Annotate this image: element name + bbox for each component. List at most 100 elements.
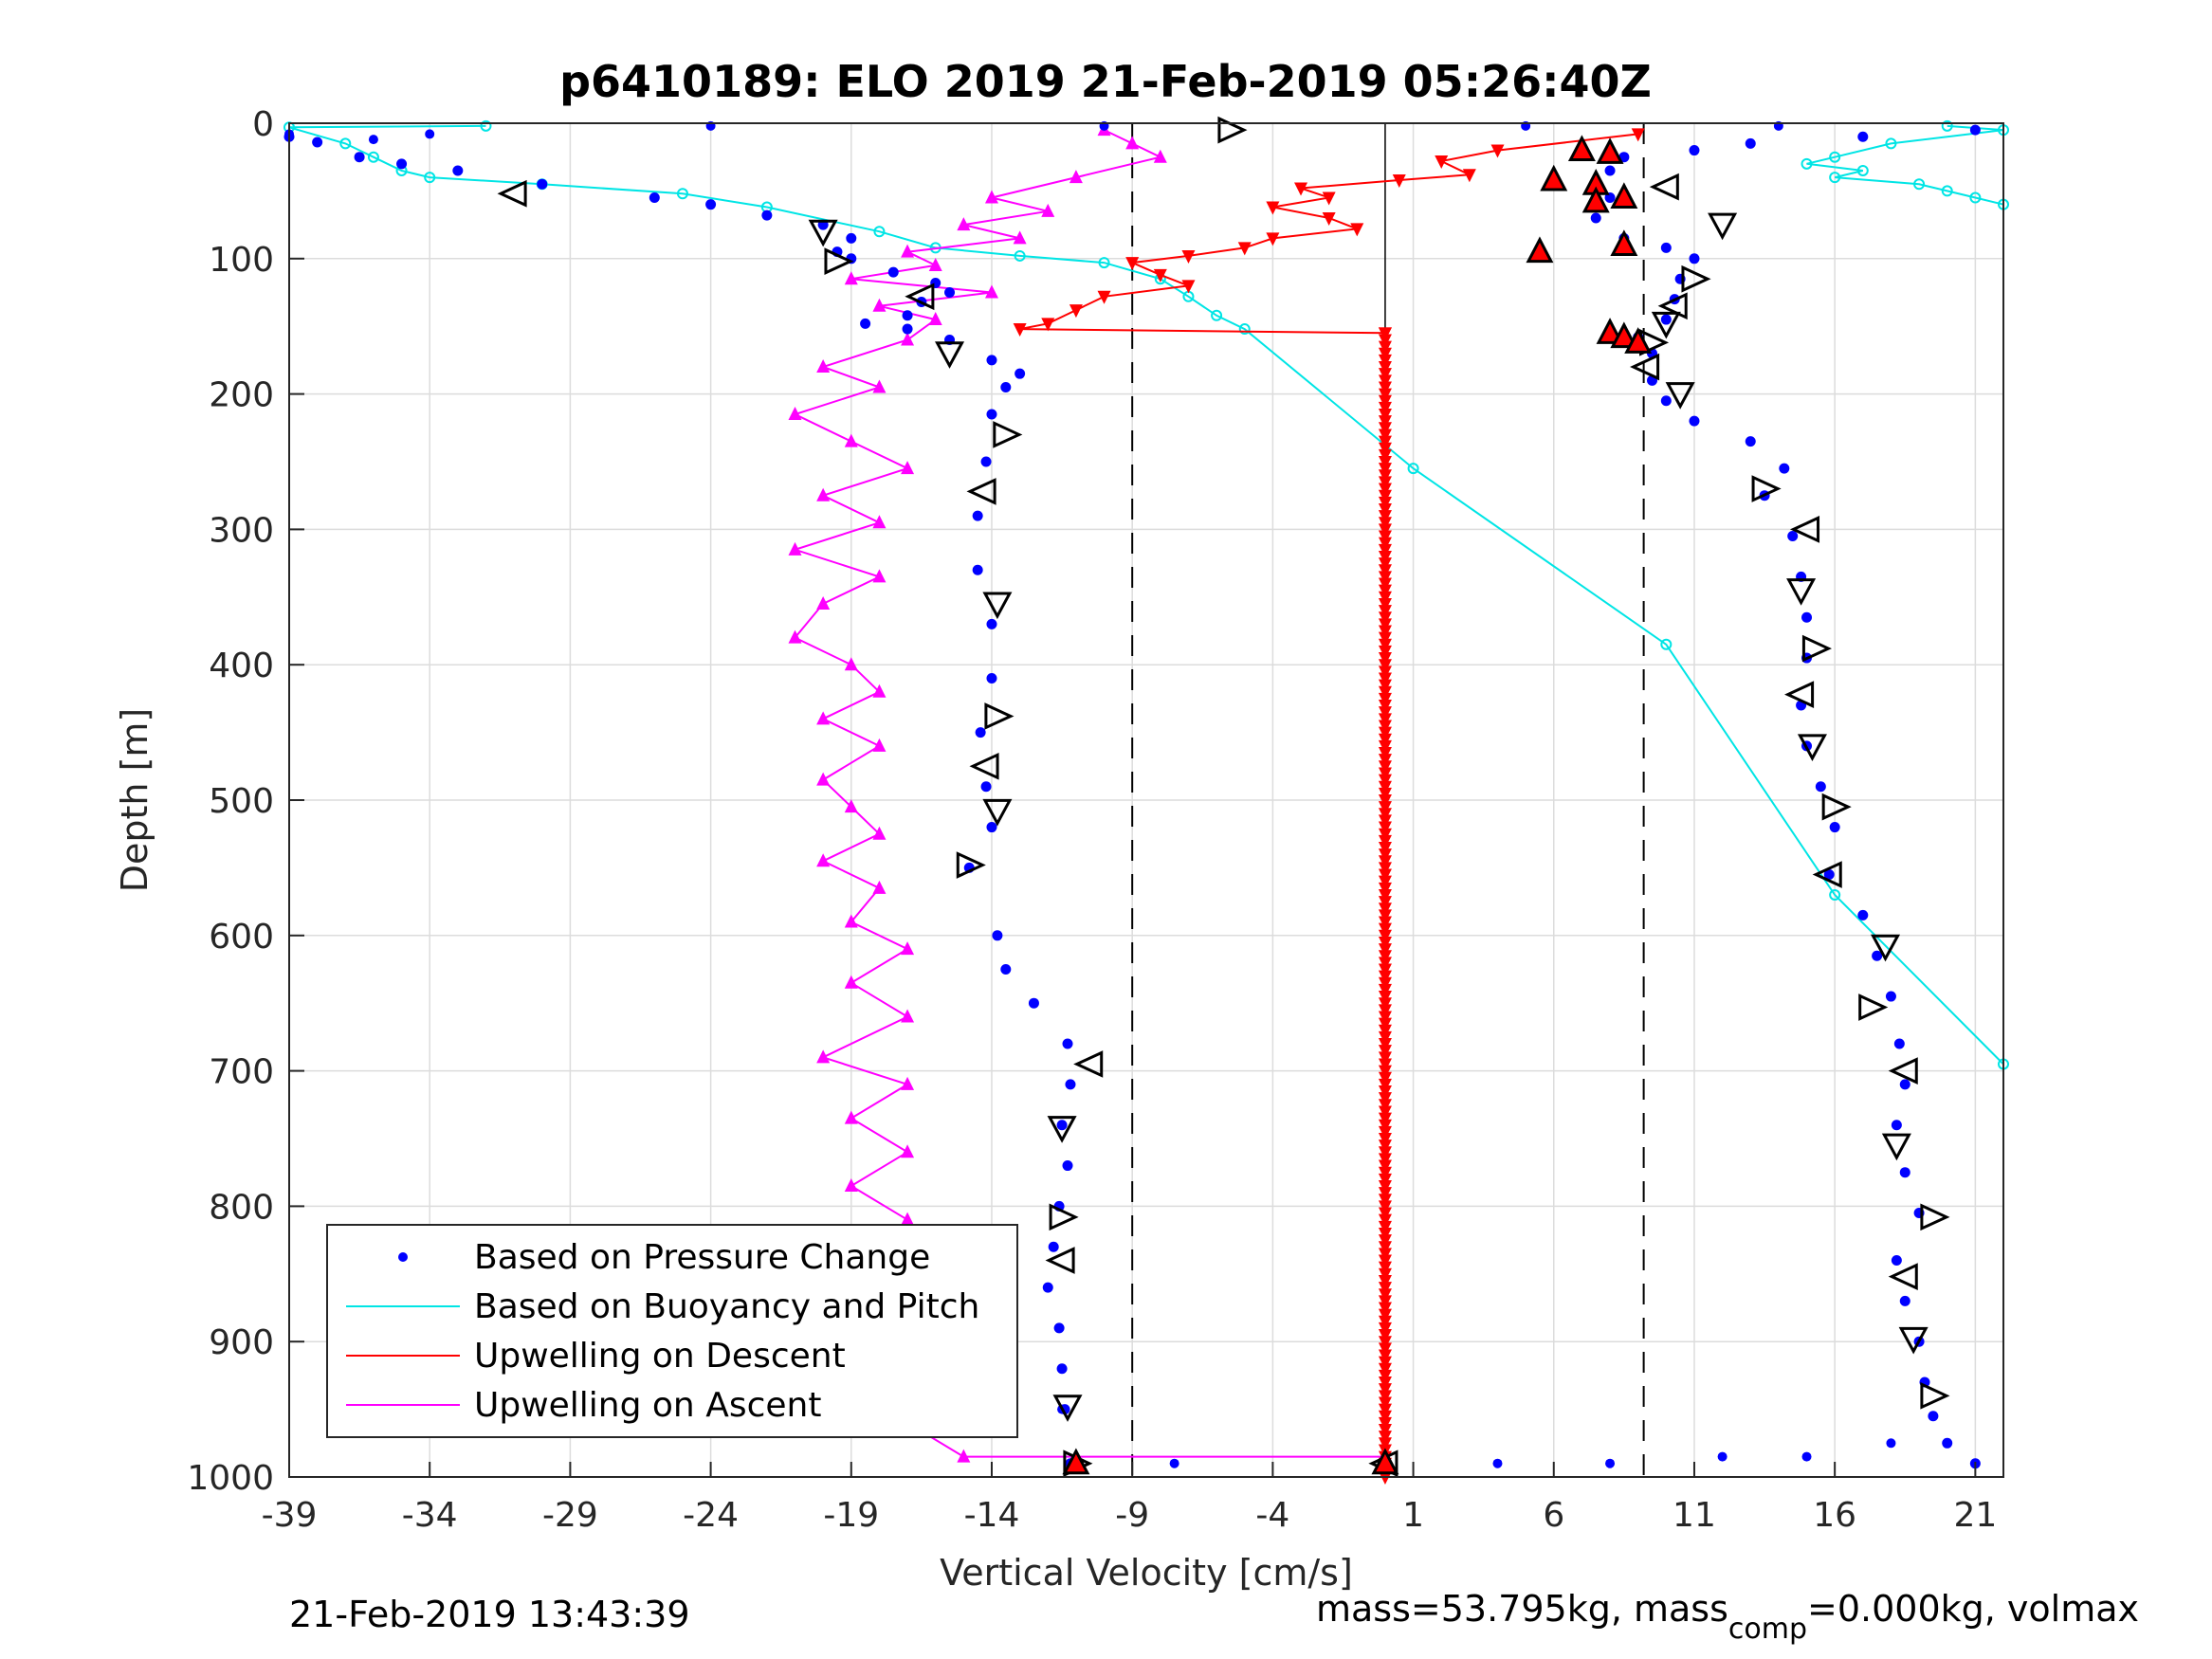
- pitch-marker: [984, 702, 1015, 730]
- pressure-point: [1942, 1437, 1953, 1449]
- legend-entry-label: Upwelling on Descent: [474, 1337, 846, 1376]
- pressure-point: [986, 355, 997, 366]
- upwelling-descent-point: [1378, 1159, 1392, 1174]
- x-tick-label: -9: [1115, 1496, 1149, 1535]
- legend-entry-label: Based on Pressure Change: [474, 1238, 930, 1277]
- upwelling-descent-point: [1378, 754, 1392, 768]
- pressure-point: [986, 822, 997, 833]
- upwelling-ascent-point: [984, 284, 998, 299]
- pitch-marker: [1651, 311, 1681, 339]
- upwelling-descent-line: [1019, 133, 1638, 1477]
- pitch-marker: [1047, 1116, 1077, 1143]
- pitch-marker: [1657, 292, 1688, 320]
- upwelling-descent-point: [1378, 963, 1392, 977]
- buoyancy-point: [1098, 257, 1110, 269]
- upwelling-marker: [1567, 135, 1596, 162]
- upwelling-ascent-point: [788, 629, 802, 644]
- buoyancy-point: [424, 172, 436, 184]
- upwelling-descent-point: [1378, 828, 1392, 842]
- upwelling-descent-point: [1378, 706, 1392, 720]
- x-axis-label: Vertical Velocity [cm/s]: [940, 1552, 1353, 1594]
- upwelling-descent-point: [1378, 361, 1392, 375]
- upwelling-descent-point: [1378, 780, 1392, 794]
- upwelling-descent-point: [1378, 537, 1392, 551]
- pressure-point: [1899, 1295, 1910, 1306]
- upwelling-descent-point: [1378, 1295, 1392, 1309]
- upwelling-descent-point: [1378, 794, 1392, 808]
- y-tick-label: 600: [209, 918, 274, 957]
- pressure-point: [1053, 1322, 1065, 1334]
- upwelling-ascent-point: [901, 941, 915, 956]
- buoyancy-point: [1211, 309, 1223, 321]
- upwelling-ascent-point: [957, 1449, 971, 1463]
- pitch-marker: [1751, 475, 1782, 502]
- upwelling-descent-point: [1378, 922, 1392, 937]
- y-tick-label: 500: [209, 782, 274, 821]
- upwelling-ascent-point: [901, 461, 915, 475]
- upwelling-marker: [1610, 229, 1638, 257]
- upwelling-descent-point: [1350, 223, 1364, 237]
- pressure-point: [1689, 145, 1700, 156]
- pressure-point: [1801, 611, 1813, 623]
- pitch-marker: [982, 592, 1013, 620]
- upwelling-descent-point: [1378, 1356, 1392, 1370]
- upwelling-ascent-point: [788, 541, 802, 556]
- pressure-point: [1745, 137, 1756, 149]
- upwelling-descent-point: [1378, 1274, 1392, 1288]
- pressure-point: [1899, 1167, 1910, 1178]
- upwelling-descent-point: [1378, 1288, 1392, 1303]
- upwelling-ascent-point: [928, 257, 942, 271]
- legend: Based on Pressure Change Based on Buoyanc…: [326, 1224, 1018, 1438]
- upwelling-descent-point: [1378, 394, 1392, 409]
- upwelling-descent-point: [1378, 1227, 1392, 1241]
- pressure-point: [980, 781, 992, 793]
- pressure-point: [1891, 1120, 1902, 1131]
- upwelling-ascent-point: [1125, 136, 1140, 150]
- upwelling-descent-point: [1378, 489, 1392, 503]
- pitch-marker: [1052, 1395, 1083, 1422]
- upwelling-descent-point: [1378, 733, 1392, 747]
- buoyancy-point: [676, 188, 688, 200]
- y-tick-label: 100: [209, 241, 274, 280]
- pitch-marker: [1920, 1203, 1950, 1231]
- upwelling-descent-point: [1378, 1336, 1392, 1350]
- pressure-point: [1056, 1120, 1068, 1131]
- pitch-marker: [935, 341, 965, 369]
- upwelling-descent-point: [1378, 1173, 1392, 1187]
- footer-mass-rest: =0.000kg, volmax: [1807, 1588, 2139, 1630]
- pitch-marker: [808, 219, 838, 247]
- x-tick-label: -39: [262, 1496, 318, 1535]
- marker-layer: [497, 116, 1950, 1478]
- upwelling-descent-point: [1378, 1207, 1392, 1221]
- upwelling-descent-point: [1378, 435, 1392, 449]
- upwelling-ascent-point: [844, 657, 858, 671]
- pitch-marker: [1858, 994, 1889, 1021]
- y-tick-label: 900: [209, 1323, 274, 1362]
- upwelling-descent-point: [1378, 787, 1392, 801]
- x-tick-label: 16: [1813, 1496, 1856, 1535]
- upwelling-descent-point: [1378, 1187, 1392, 1201]
- footer-timestamp: 21-Feb-2019 13:43:39: [289, 1594, 690, 1635]
- upwelling-descent-point: [1378, 1308, 1392, 1322]
- upwelling-ascent-point: [1153, 149, 1167, 163]
- upwelling-descent-point: [1378, 1004, 1392, 1018]
- upwelling-marker: [1371, 1448, 1399, 1475]
- pitch-marker: [1888, 1057, 1918, 1085]
- upwelling-descent-point: [1237, 242, 1252, 256]
- upwelling-descent-point: [1378, 774, 1392, 788]
- upwelling-descent-point: [1378, 685, 1392, 700]
- upwelling-descent-point: [1378, 672, 1392, 686]
- pressure-point: [1000, 964, 1012, 975]
- upwelling-descent-point: [1378, 1011, 1392, 1025]
- upwelling-descent-point: [1378, 340, 1392, 355]
- pitch-marker: [1801, 634, 1832, 663]
- upwelling-descent-point: [1378, 929, 1392, 943]
- y-tick-label: 300: [209, 511, 274, 550]
- upwelling-descent-point: [1378, 983, 1392, 997]
- upwelling-descent-point: [1378, 476, 1392, 490]
- x-tick-label: -24: [683, 1496, 739, 1535]
- upwelling-descent-point: [1378, 841, 1392, 855]
- pressure-point: [846, 232, 857, 244]
- upwelling-descent-point: [1378, 814, 1392, 829]
- pressure-point: [537, 178, 548, 190]
